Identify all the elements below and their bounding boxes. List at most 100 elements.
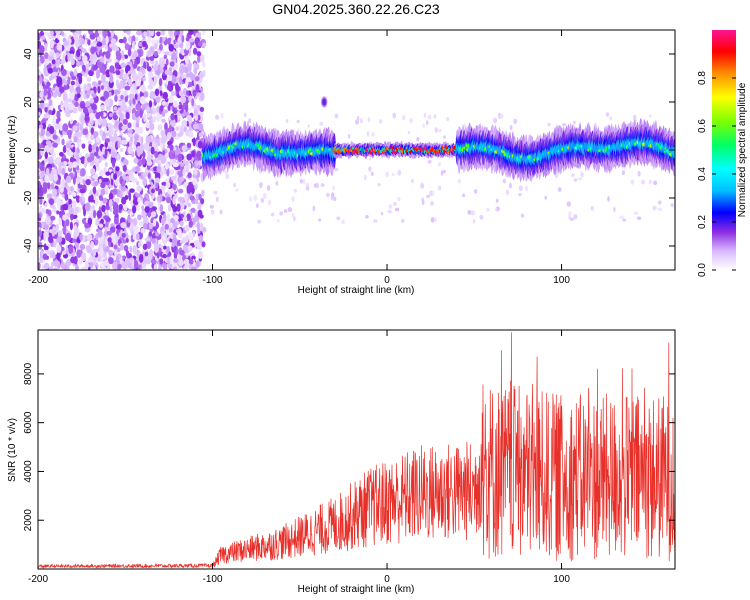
heatmap-cell bbox=[285, 119, 289, 123]
heatmap-cell bbox=[197, 40, 203, 47]
heatmap-cell bbox=[38, 206, 43, 212]
heatmap-cell bbox=[188, 30, 194, 36]
heatmap-cell bbox=[115, 166, 120, 172]
heatmap-cell bbox=[160, 155, 166, 165]
heatmap-cell bbox=[59, 151, 64, 157]
heatmap-cell bbox=[104, 185, 108, 195]
heatmap-cell bbox=[104, 138, 111, 143]
heatmap-cell bbox=[151, 188, 156, 194]
heatmap-cell bbox=[657, 200, 662, 205]
heatmap-cell bbox=[140, 227, 146, 234]
heatmap-cell bbox=[152, 107, 157, 115]
heatmap-cell bbox=[52, 168, 58, 174]
heatmap-cell bbox=[53, 259, 60, 268]
heatmap-cell bbox=[158, 77, 163, 87]
heatmap-cell bbox=[423, 112, 427, 118]
heatmap-cell bbox=[170, 144, 174, 151]
heatmap-cell bbox=[127, 48, 132, 57]
heatmap-cell bbox=[140, 84, 146, 93]
heatmap-cell bbox=[99, 195, 104, 201]
heatmap-cell bbox=[178, 90, 183, 97]
heatmap-cell bbox=[74, 206, 79, 214]
heatmap-cell bbox=[142, 213, 147, 220]
heatmap-cell bbox=[99, 169, 104, 176]
heatmap-cell bbox=[128, 99, 132, 107]
heatmap-cell bbox=[461, 193, 466, 198]
heatmap-cell bbox=[195, 83, 200, 93]
heatmap-cell bbox=[170, 61, 175, 67]
heatmap-cell bbox=[89, 262, 94, 268]
heatmap-cell bbox=[127, 122, 132, 129]
heatmap-cell bbox=[156, 74, 162, 79]
heatmap-cell bbox=[188, 47, 192, 57]
heatmap-cell bbox=[89, 254, 93, 261]
heatmap-cell bbox=[70, 212, 74, 221]
heatmap-cell bbox=[305, 183, 310, 187]
heatmap-cell bbox=[44, 216, 51, 225]
heatmap-cell bbox=[92, 249, 97, 257]
heatmap-cell bbox=[63, 224, 67, 233]
heatmap-cell bbox=[69, 71, 74, 78]
heatmap-cell bbox=[85, 260, 89, 270]
heatmap-cell bbox=[48, 125, 55, 135]
heatmap-cell bbox=[147, 72, 154, 79]
heatmap-cell bbox=[122, 36, 127, 44]
heatmap-cells bbox=[38, 30, 675, 270]
heatmap-cell bbox=[84, 202, 91, 212]
heatmap-cell bbox=[125, 111, 130, 120]
heatmap-cell bbox=[99, 129, 104, 136]
heatmap-cell bbox=[38, 229, 42, 237]
heatmap-cell bbox=[48, 236, 54, 244]
heatmap-cell bbox=[159, 36, 163, 44]
heatmap-cell bbox=[440, 170, 444, 176]
heatmap-cell bbox=[38, 32, 41, 41]
heatmap-cell bbox=[100, 85, 104, 90]
heatmap-cell bbox=[178, 170, 184, 178]
heatmap-cell bbox=[57, 32, 60, 40]
heatmap-cell bbox=[133, 145, 137, 151]
heatmap-cell bbox=[185, 78, 189, 88]
heatmap-cell bbox=[74, 101, 79, 108]
heatmap-cell bbox=[45, 249, 50, 256]
heatmap-cell bbox=[48, 99, 53, 107]
heatmap-cell bbox=[50, 182, 55, 190]
heatmap-cell bbox=[39, 164, 45, 172]
heatmap-cell bbox=[56, 52, 60, 59]
heatmap-cell bbox=[132, 63, 138, 69]
heatmap-cell bbox=[51, 59, 56, 65]
heatmap-cell bbox=[71, 75, 77, 81]
heatmap-cell bbox=[312, 205, 316, 212]
heatmap-cell bbox=[67, 98, 73, 103]
heatmap-cell bbox=[307, 124, 310, 128]
heatmap-cell bbox=[183, 201, 190, 206]
heatmap-cell bbox=[167, 140, 172, 146]
heatmap-cell bbox=[102, 243, 106, 250]
heatmap-cell bbox=[139, 96, 146, 105]
heatmap-cell bbox=[437, 185, 442, 191]
heatmap-cell bbox=[279, 211, 284, 216]
heatmap-cell bbox=[100, 188, 106, 196]
heatmap-cell bbox=[85, 179, 91, 186]
heatmap-cell bbox=[40, 35, 46, 40]
heatmap-cell bbox=[175, 126, 180, 131]
heatmap-cell bbox=[112, 114, 118, 121]
figure-title: GN04.2025.360.22.26.C23 bbox=[272, 1, 440, 17]
heatmap-cell bbox=[195, 199, 199, 205]
heatmap-cell bbox=[113, 132, 118, 140]
heatmap-cell bbox=[93, 64, 98, 71]
heatmap-cell bbox=[81, 143, 86, 149]
heatmap-cell bbox=[92, 186, 97, 194]
heatmap-cell bbox=[145, 122, 151, 129]
heatmap-cell bbox=[134, 133, 139, 142]
heatmap-cell bbox=[138, 253, 144, 263]
heatmap-cell bbox=[69, 119, 74, 125]
heatmap-cell bbox=[131, 53, 137, 60]
heatmap-cell bbox=[118, 100, 123, 106]
heatmap-cell bbox=[55, 118, 60, 125]
heatmap-cell bbox=[485, 208, 490, 212]
heatmap-cell bbox=[397, 169, 402, 176]
heatmap-cell bbox=[44, 245, 49, 251]
heatmap-cell bbox=[167, 84, 171, 91]
heatmap-cell bbox=[170, 75, 177, 84]
heatmap-cell bbox=[43, 88, 48, 96]
